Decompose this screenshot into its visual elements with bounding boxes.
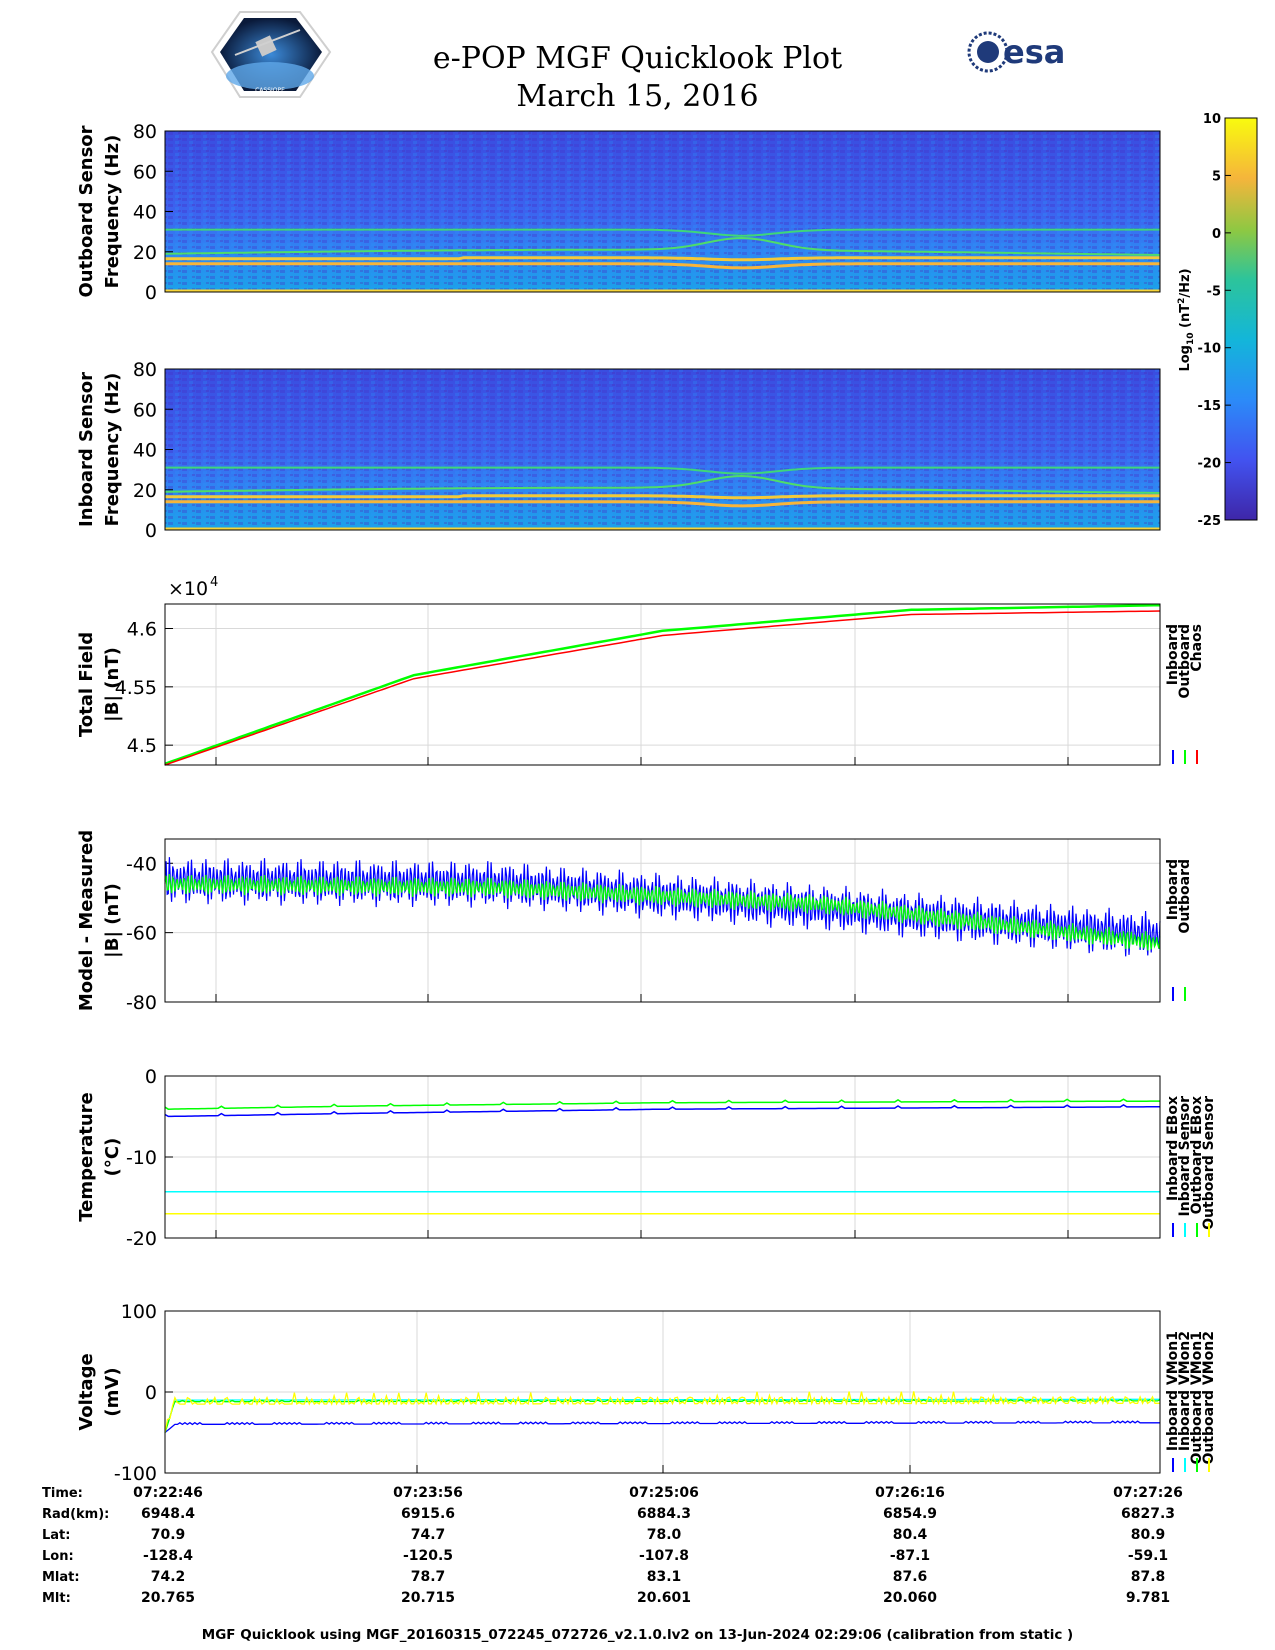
y-tick-label: 0 [145,520,157,542]
y-tick-label: -10 [126,1147,157,1169]
axis-exponent: ×10 [168,578,208,600]
axis-exponent-power: 4 [210,575,218,590]
colorbar-tick-label: -5 [1207,284,1221,299]
legend-label: Outboard VMon1 [1189,1331,1205,1465]
legend-label: Outboard Sensor [1201,1096,1217,1230]
legend-label: Inboard VMon1 [1165,1331,1181,1451]
colorbar-label: Log10 (nT2/Hz) [1177,268,1196,371]
cassiope-logo-label: CASSIOPE [255,87,285,94]
y-tick-label: 0 [145,282,157,304]
y-axis-label: Total Field [76,632,97,737]
spectrogram-band [164,236,1161,256]
legend-label: Outboard [1177,624,1193,699]
y-tick-label: 60 [133,399,157,421]
y-tick-label: 20 [133,480,157,502]
model-measured-panel: -40 -60 -80 Model - Measured |B| (nT) Inboard… [76,830,1193,1014]
y-tick-label: -60 [126,923,157,945]
spectrogram-band [165,262,1160,270]
series-line-outboard [164,603,1161,765]
y-tick-label: -100 [114,1463,157,1485]
spectrogram-noise [165,369,1160,530]
y-axis-label: Inboard Sensor [76,372,97,527]
spectrogram-band [165,256,1160,262]
y-tick-label: 0 [145,1382,157,1404]
temperature-panel: 0 -10 -20 Temperature (°C) Inboard EBoxInboar… [76,1066,1217,1250]
y-axis-label: |B| (nT) [102,883,123,958]
plot-title: e-POP MGF Quicklook Plot March 15, 2016 [0,40,1275,116]
spectrogram-band [164,474,1161,494]
legend-label: Outboard EBox [1189,1096,1205,1214]
spectrogram-band [165,494,1160,500]
cassiope-logo: CASSIOPE [210,11,332,98]
total-field-panel: 4.6 4.55 4.5 ×10 4 Total Field |B| (nT) Inboard… [76,575,1205,766]
spectrogram-band [165,466,1160,475]
series-line-chaos [164,610,1161,766]
y-tick-label: -40 [126,853,157,875]
series-line-outboard [164,874,1161,951]
y-tick-label: 4.5 [127,735,157,757]
y-tick-label: -20 [126,1228,157,1250]
y-tick-label: 40 [133,202,157,224]
plot-frame [164,603,1161,766]
legend-label: Inboard EBox [1165,1096,1181,1201]
y-tick-label: 80 [133,359,157,381]
plot-frame [164,1310,1161,1474]
plot-frame [164,838,1161,1003]
colorbar-tick-label: -20 [1198,457,1222,472]
colorbar-tick-label: -15 [1198,399,1222,414]
y-tick-label: 4.6 [127,619,157,641]
y-axis-label: Voltage [76,1353,97,1430]
y-tick-label: 4.55 [115,677,157,699]
legend-label: Outboard [1177,859,1193,934]
y-axis-label: |B| (nT) [102,647,123,722]
spectrogram-noise [165,131,1160,292]
y-axis-label: Frequency (Hz) [102,373,123,527]
y-tick-label: 60 [133,161,157,183]
legend-label: Inboard [1165,624,1181,685]
outboard-spectrogram: 80 60 40 20 0 Outboard Sensor Frequency (Hz) [76,121,1161,304]
y-axis-label: (°C) [102,1138,123,1177]
legend-label: Outboard VMon2 [1201,1331,1217,1465]
colorbar-ticks: 10 5 0 -5 -10 -15 -20 -25 [1198,112,1231,529]
colorbar-tick-label: 0 [1212,227,1221,242]
y-tick-label: 40 [133,440,157,462]
colorbar-tick-label: -10 [1198,342,1222,357]
colorbar-tick-label: 10 [1203,112,1221,127]
voltage-panel: 100 0 -100 Voltage (mV) Inboard VMon1Inboard … [76,1301,1217,1485]
legend-label: Inboard VMon2 [1177,1331,1193,1451]
footer-caption: MGF Quicklook using MGF_20160315_072245_… [201,1627,1074,1643]
plot-frame [164,1075,1161,1239]
y-tick-label: 80 [133,121,157,143]
legend-label: Inboard [1165,859,1181,920]
colorbar-tick-label: -25 [1198,514,1222,529]
series-line-inboard-sensor [164,1098,1160,1110]
y-tick-label: 100 [121,1301,157,1323]
series-line-inboard [164,857,1161,957]
spectrogram-band [165,500,1160,508]
y-axis-label: Model - Measured [76,830,97,1011]
title-line-2: March 15, 2016 [516,79,759,114]
y-axis-label: (mV) [102,1367,123,1416]
spectrogram-band [165,228,1160,237]
legend-label: Inboard Sensor [1177,1096,1193,1217]
series-line-inboard-ebox [164,1104,1160,1118]
colorbar: 10 5 0 -5 -10 -15 -20 -25 Log10 (nT2/Hz) [1177,112,1258,529]
y-tick-label: 20 [133,242,157,264]
y-axis-label: Outboard Sensor [76,125,97,297]
title-line-1: e-POP MGF Quicklook Plot [432,41,843,76]
esa-logo-text: esa [1003,33,1065,71]
colorbar-tick-label: 5 [1212,169,1221,184]
inboard-spectrogram: 80 60 40 20 0 Inboard Sensor Frequency (Hz) [76,359,1161,542]
colorbar-scale [1224,117,1258,521]
legend-label: Chaos [1189,624,1205,672]
y-tick-label: -80 [126,992,157,1014]
series-line-outboard-vmon2 [164,1391,1160,1433]
esa-logo: esa [967,31,1065,73]
series-line-inboard-vmon1 [164,1420,1160,1434]
y-axis-label: Frequency (Hz) [102,135,123,289]
y-axis-label: Temperature [76,1092,97,1221]
y-tick-label: 0 [145,1066,157,1088]
